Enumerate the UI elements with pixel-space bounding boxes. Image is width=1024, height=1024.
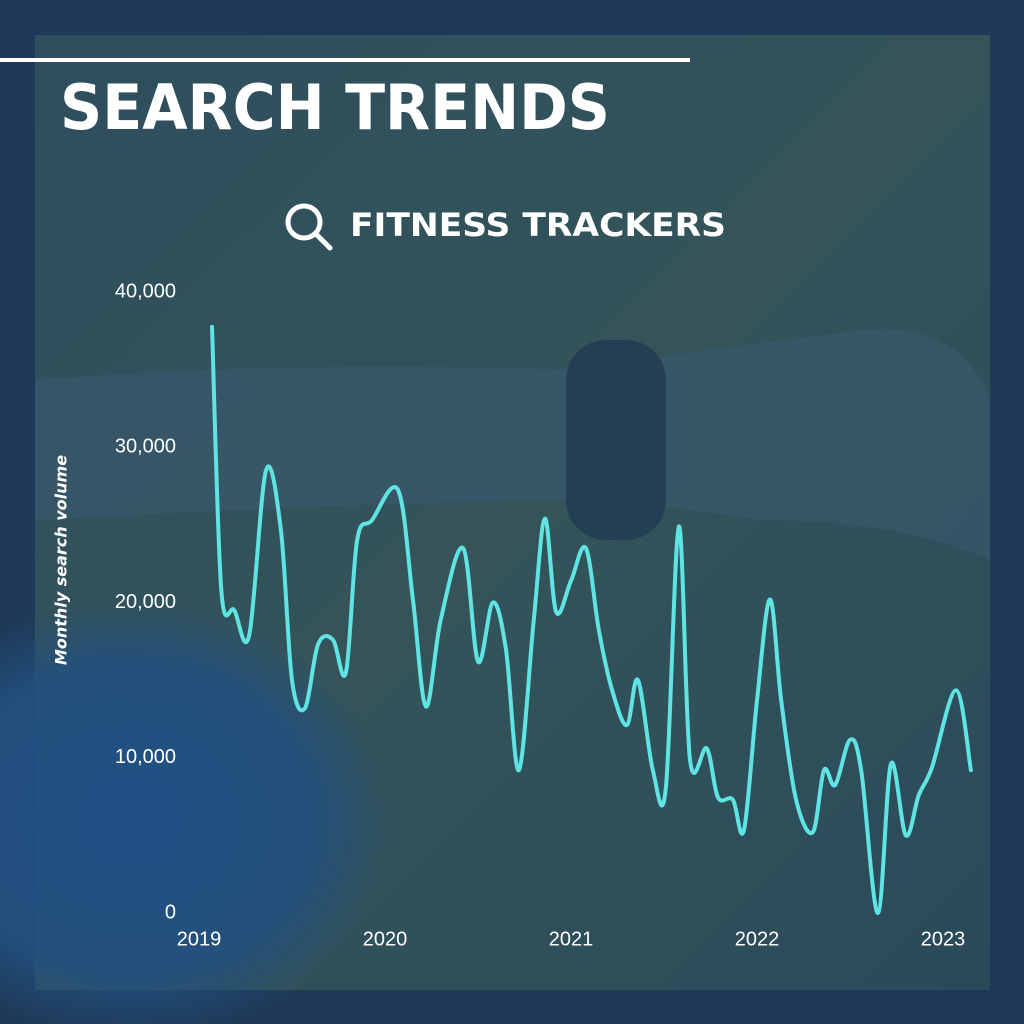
y-tick-label: 30,000: [115, 436, 176, 458]
watch-shape: [566, 340, 666, 540]
chart-title: SEARCH TRENDS: [60, 71, 610, 144]
y-tick-label: 40,000: [115, 280, 176, 302]
x-tick-label: 2019: [177, 928, 222, 950]
arm-shape: [35, 328, 990, 560]
sleeve-shape: [0, 600, 390, 1024]
x-tick-label: 2022: [735, 928, 780, 950]
y-tick-label: 20,000: [115, 591, 176, 613]
search-icon: [285, 203, 333, 251]
x-tick-label: 2021: [549, 928, 594, 950]
y-tick-label: 10,000: [115, 746, 176, 768]
x-tick-label: 2020: [363, 928, 408, 950]
x-tick-label: 2023: [921, 928, 966, 950]
y-tick-label: 0: [165, 901, 176, 923]
data-line: [210, 324, 973, 916]
chart-subtitle: FITNESS TRACKERS: [350, 206, 726, 244]
y-axis-label: Monthly search volume: [52, 455, 71, 665]
